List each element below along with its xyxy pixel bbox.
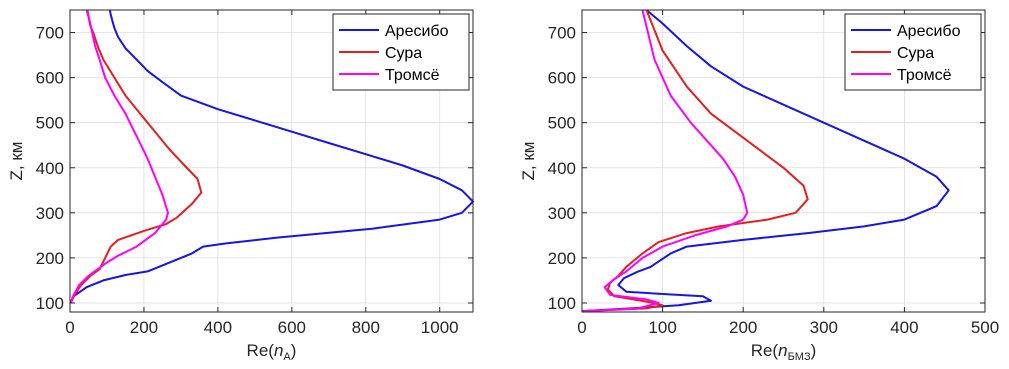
x-tick-label: 500 (971, 318, 999, 337)
y-tick-label: 100 (36, 294, 64, 313)
series-line-2 (69, 9, 203, 304)
y-axis-label: Z, км (519, 142, 538, 181)
series-line-3 (69, 9, 169, 304)
y-tick-label: 600 (548, 69, 576, 88)
x-tick-label: 400 (204, 318, 232, 337)
x-tick-label: 200 (729, 318, 757, 337)
legend-label: Сура (385, 45, 422, 62)
legend: Аресибо Сура Тромсё (332, 13, 470, 91)
y-tick-label: 200 (548, 249, 576, 268)
x-tick-label: 200 (130, 318, 158, 337)
legend-label: Тромсё (897, 67, 952, 84)
x-tick-label: 800 (352, 318, 380, 337)
x-tick-label: 0 (577, 318, 586, 337)
y-tick-label: 400 (548, 159, 576, 178)
x-tick-label: 300 (810, 318, 838, 337)
y-axis-label: Z, км (7, 142, 26, 181)
x-tick-label: 600 (278, 318, 306, 337)
y-tick-label: 600 (36, 69, 64, 88)
legend-label: Аресибо (385, 23, 449, 40)
y-tick-label: 100 (548, 294, 576, 313)
legend-label: Тромсё (385, 67, 440, 84)
y-tick-label: 300 (36, 204, 64, 223)
series-line-1 (69, 9, 474, 304)
series-line-1 (581, 9, 950, 313)
y-tick-label: 500 (548, 114, 576, 133)
x-tick-label: 400 (890, 318, 918, 337)
chart-panel-2: 0 100 200 300 400 500100200300400500600700Z, … (519, 9, 999, 363)
y-tick-label: 700 (548, 24, 576, 43)
x-tick-label: 0 (65, 318, 74, 337)
legend: Аресибо Сура Тромсё (844, 13, 982, 91)
y-tick-label: 400 (36, 159, 64, 178)
axes-box (69, 9, 474, 313)
chart-panel-1: 0 200 400 600 800 1000 100 200 300 400 500 600 700 Z,… (7, 9, 474, 363)
series-line-2 (581, 9, 809, 313)
x-tick-label: 1000 (421, 318, 459, 337)
x-axis-label: Re(nA) (247, 341, 297, 363)
legend-label: Аресибо (897, 23, 961, 40)
y-tick-label: 200 (36, 249, 64, 268)
y-tick-label: 300 (548, 204, 576, 223)
series-line-3 (581, 9, 749, 313)
axes-box (581, 9, 986, 313)
y-tick-label: 700 (36, 24, 64, 43)
x-axis-label: Re(nБМЗ) (751, 341, 817, 363)
y-tick-label: 500 (36, 114, 64, 133)
x-tick-label: 100 (648, 318, 676, 337)
legend-label: Сура (897, 45, 934, 62)
